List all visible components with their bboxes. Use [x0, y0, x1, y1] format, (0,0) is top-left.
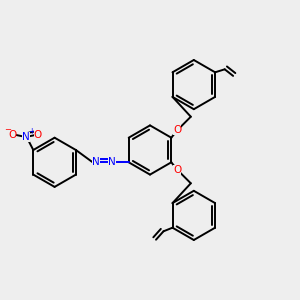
- Text: N: N: [108, 157, 116, 167]
- Text: O: O: [34, 130, 42, 140]
- Text: +: +: [28, 127, 34, 136]
- Text: O: O: [173, 125, 182, 135]
- Text: O: O: [173, 165, 182, 175]
- Text: −: −: [4, 125, 11, 134]
- Text: N: N: [22, 131, 30, 142]
- Text: O: O: [8, 130, 16, 140]
- Text: N: N: [92, 157, 100, 167]
